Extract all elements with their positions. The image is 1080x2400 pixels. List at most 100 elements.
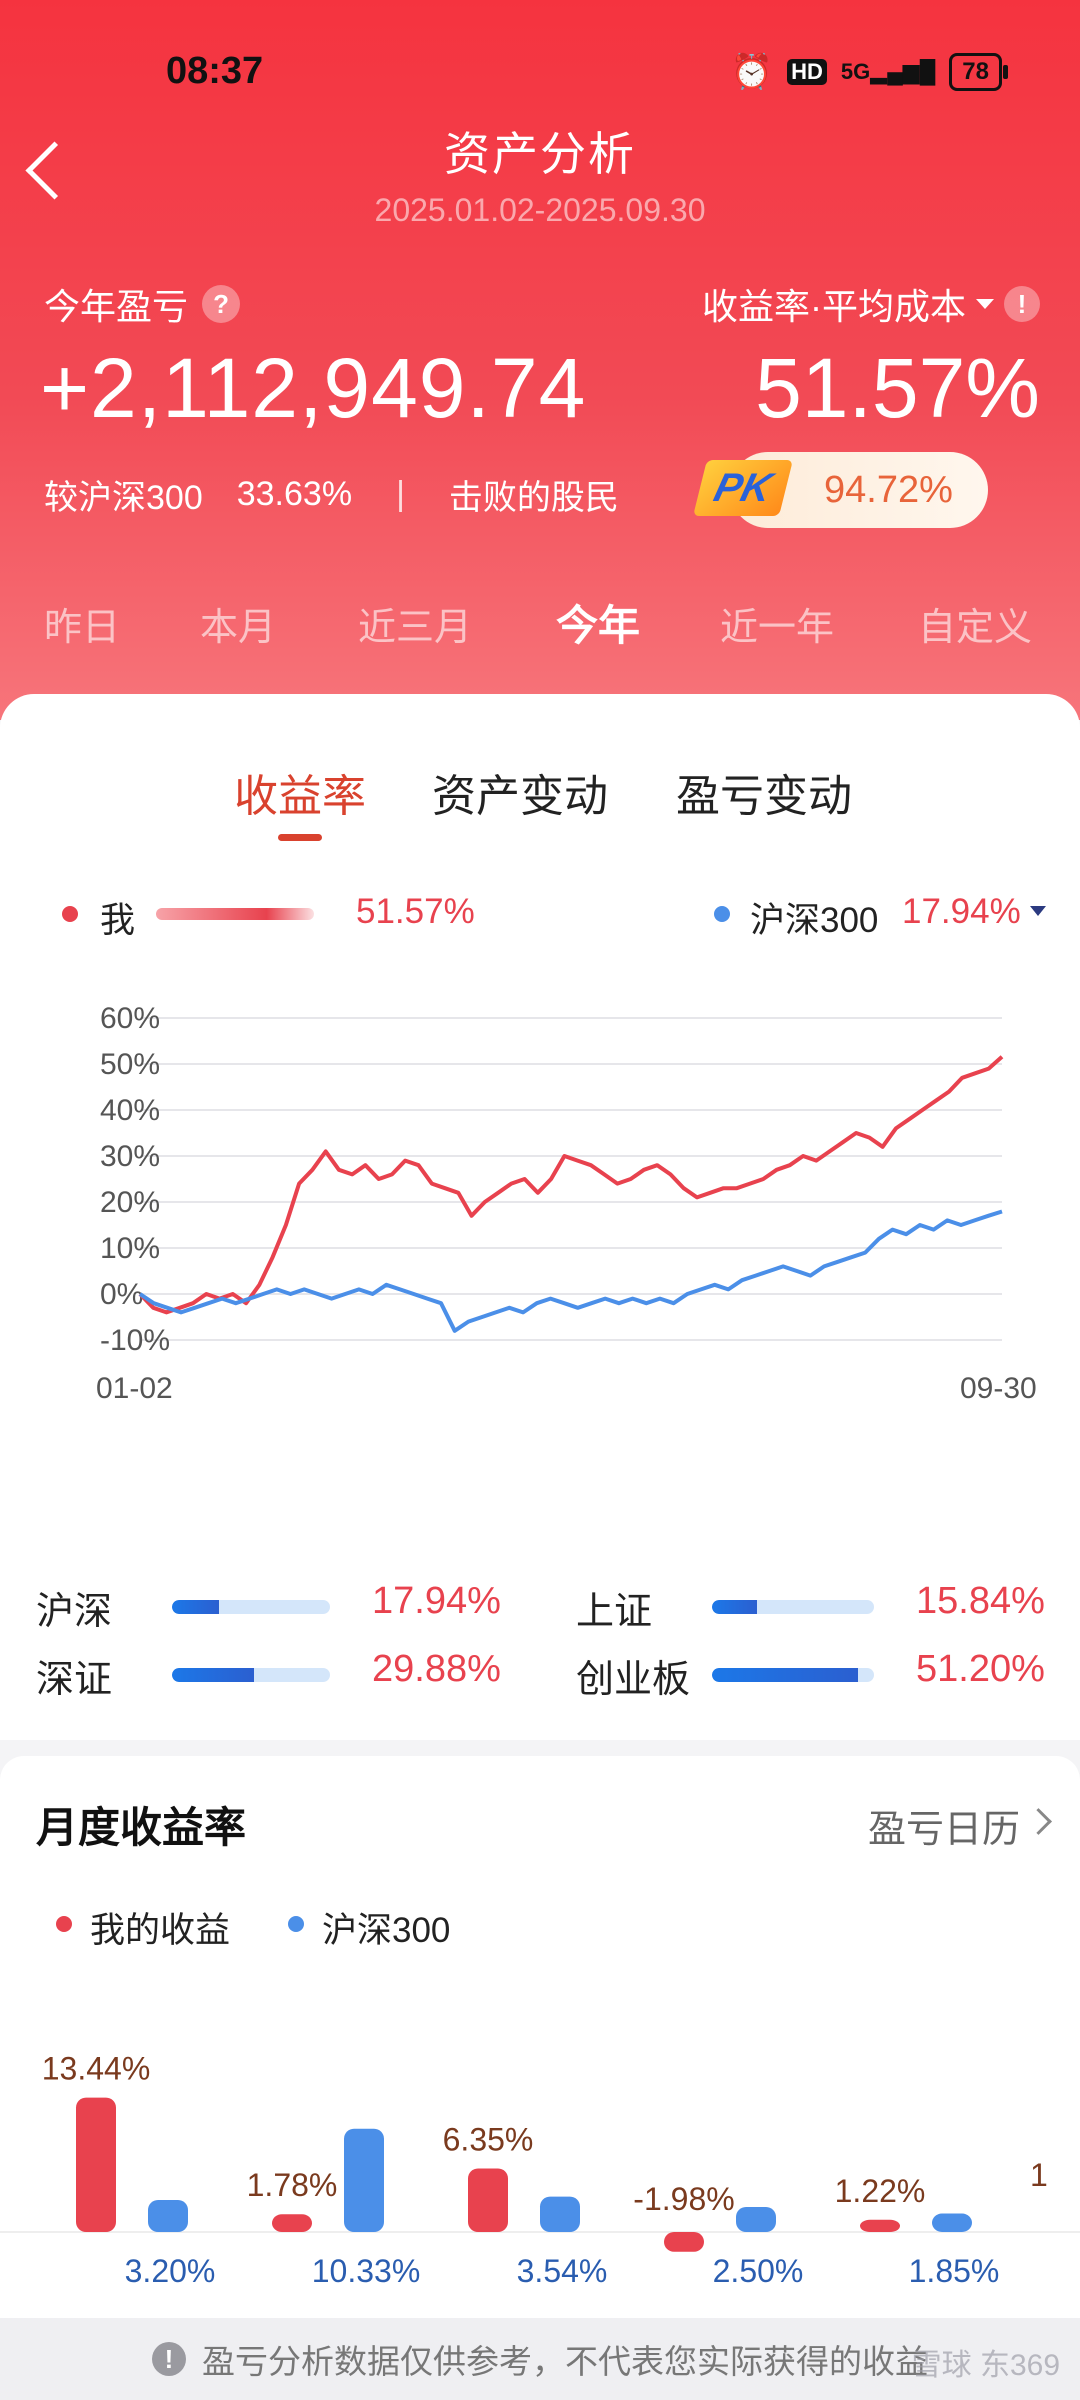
tab-asset-change[interactable]: 资产变动	[432, 772, 608, 821]
tab-month[interactable]: 本月	[200, 607, 277, 649]
y-tick-label: 50%	[100, 1048, 160, 1081]
tab-yesterday[interactable]: 昨日	[44, 607, 121, 649]
hs300-month-label: 1.85%	[909, 2253, 1000, 2289]
tab-one-year[interactable]: 近一年	[720, 607, 835, 649]
index-value-cyb: 51.20%	[916, 1648, 1045, 1690]
hs300-month-bar	[148, 2200, 188, 2232]
alarm-icon: ⏰	[730, 53, 774, 91]
compare-dropdown-icon[interactable]	[1030, 906, 1046, 916]
index-bar-cyb	[712, 1668, 874, 1682]
period-tabs: 昨日 本月 近三月 今年 近一年 自定义	[0, 596, 1080, 656]
tab-pnl-change[interactable]: 盈亏变动	[676, 772, 852, 821]
legend-mine: 我的收益	[90, 1911, 231, 1950]
x-tick-label-end: 09-30	[960, 1372, 1037, 1405]
header-panel: 08:37 ⏰ HD 5G▂▄▆█ 78 资产分析 2025.01.02-202…	[0, 0, 1080, 720]
battery-icon: 78	[949, 53, 1008, 91]
chevron-right-icon[interactable]	[1025, 1808, 1052, 1835]
status-time: 08:37	[166, 50, 264, 92]
watermark: 雪球 东369	[911, 2349, 1060, 2382]
legend-me-value: 51.57%	[356, 892, 475, 931]
rate-method-label: 收益率·平均成本	[702, 286, 966, 327]
my-month-bar	[272, 2214, 312, 2232]
my-month-label: 1.78%	[247, 2167, 338, 2203]
info-icon[interactable]: !	[1004, 286, 1040, 322]
my-month-bar	[664, 2232, 704, 2252]
monthly-bar-chart: 13.44% 3.20% 1.78% 10.33% 6.35% 3.54% -1.98% 2.…	[0, 2051, 1080, 2289]
hs300-dot-icon	[714, 906, 730, 922]
legend-hs300-bars: 沪深300	[322, 1911, 451, 1950]
index-bar-fill-cyb	[712, 1668, 858, 1682]
y-tick-label: 40%	[100, 1094, 160, 1127]
tab-three-months[interactable]: 近三月	[358, 607, 473, 649]
signal-icon: 5G▂▄▆█	[840, 59, 936, 84]
tab-this-year[interactable]: 今年	[556, 602, 641, 649]
index-value-hs: 17.94%	[372, 1580, 501, 1622]
caret-down-icon	[976, 299, 994, 309]
hs300-month-bar	[540, 2196, 580, 2232]
y-tick-label: 10%	[100, 1232, 160, 1265]
legend-hs300-value: 17.94%	[902, 892, 1021, 931]
hs300-month-label: 3.54%	[517, 2253, 608, 2289]
monthly-title: 月度收益率	[36, 1804, 247, 1851]
tab-underline	[278, 834, 322, 841]
legend-hs300: 沪深300	[750, 901, 879, 940]
y-tick-label: -10%	[100, 1324, 170, 1357]
hs300-month-bar	[932, 2213, 972, 2232]
divider: |	[396, 475, 405, 513]
index-bar-fill-hs	[172, 1600, 220, 1614]
year-profit-label: 今年盈亏 ?	[44, 278, 241, 330]
index-value-sz: 29.88%	[372, 1648, 501, 1690]
my-month-label: 13.44%	[42, 2051, 151, 2087]
my-month-bar	[468, 2168, 508, 2232]
date-range: 2025.01.02-2025.09.30	[374, 192, 706, 228]
my-month-label: 6.35%	[443, 2122, 534, 2158]
index-bar-hs	[172, 1600, 330, 1614]
compare-row: 较沪深300 33.63% | 击败的股民	[44, 470, 619, 519]
hd-icon: HD	[787, 59, 827, 85]
pk-icon: PK	[693, 460, 793, 516]
index-name-cyb: 创业板	[576, 1659, 691, 1701]
hs300-month-bar	[736, 2207, 776, 2232]
disclaimer-text: 盈亏分析数据仅供参考，不代表您实际获得的收益	[202, 2343, 928, 2380]
y-tick-label: 30%	[100, 1140, 160, 1173]
index-bar-sz	[172, 1668, 330, 1682]
index-name-hs: 沪深	[36, 1591, 113, 1633]
pnl-calendar-link[interactable]: 盈亏日历	[867, 1809, 1020, 1851]
hs300-month-label: 2.50%	[713, 2253, 804, 2289]
y-tick-label: 20%	[100, 1186, 160, 1219]
return-chart-card: 收益率 资产变动 盈亏变动 我 51.57% 沪深300 17.94% 60% 5…	[0, 694, 1080, 1740]
warning-icon: !	[152, 2342, 186, 2376]
status-bar: 08:37 ⏰ HD 5G▂▄▆█ 78	[0, 44, 1080, 104]
my-month-bar	[860, 2219, 900, 2232]
return-line-chart: 60% 50% 40% 30% 20% 10% 0% -10% 01-02 09-30	[96, 1002, 1037, 1405]
pk-badge[interactable]: 94.72% PK	[693, 450, 990, 530]
page-title: 资产分析	[444, 128, 636, 180]
vs-hs300-value: 33.63%	[236, 475, 353, 513]
my-month-label: 1.22%	[835, 2173, 926, 2209]
my-return-line	[138, 1055, 1004, 1315]
index-name-sh: 上证	[576, 1591, 653, 1633]
index-bar-fill-sz	[172, 1668, 255, 1682]
year-profit-label-text: 今年盈亏	[44, 286, 189, 327]
vs-hs300-label: 较沪深300	[44, 479, 203, 517]
help-icon[interactable]: ?	[202, 285, 241, 323]
tab-custom[interactable]: 自定义	[918, 607, 1033, 649]
index-name-sz: 深证	[36, 1659, 113, 1701]
me-dot-icon	[62, 906, 78, 922]
year-profit-value: +2,112,949.74	[40, 341, 587, 435]
beat-label: 击败的股民	[448, 479, 619, 517]
legend-me: 我	[100, 901, 136, 940]
hs300-line	[138, 1209, 1003, 1333]
index-value-sh: 15.84%	[916, 1580, 1045, 1622]
monthly-return-card: 月度收益率 盈亏日历 我的收益 沪深300 13.44% 3.20% 1.78% 10…	[0, 1756, 1080, 2400]
disclaimer-bar: ! 盈亏分析数据仅供参考，不代表您实际获得的收益 雪球 东369	[0, 2318, 1080, 2400]
network-type: 5G	[840, 59, 871, 84]
hs300-month-label: 3.20%	[125, 2253, 216, 2289]
hs300-month-label: 10.33%	[312, 2253, 421, 2289]
tab-return-rate[interactable]: 收益率	[234, 772, 366, 821]
y-tick-label: 0%	[100, 1278, 143, 1311]
my-month-bar	[76, 2097, 116, 2232]
rate-method-selector[interactable]: 收益率·平均成本 !	[702, 278, 1040, 330]
index-bar-sh	[712, 1600, 874, 1614]
y-tick-label: 60%	[100, 1002, 160, 1035]
